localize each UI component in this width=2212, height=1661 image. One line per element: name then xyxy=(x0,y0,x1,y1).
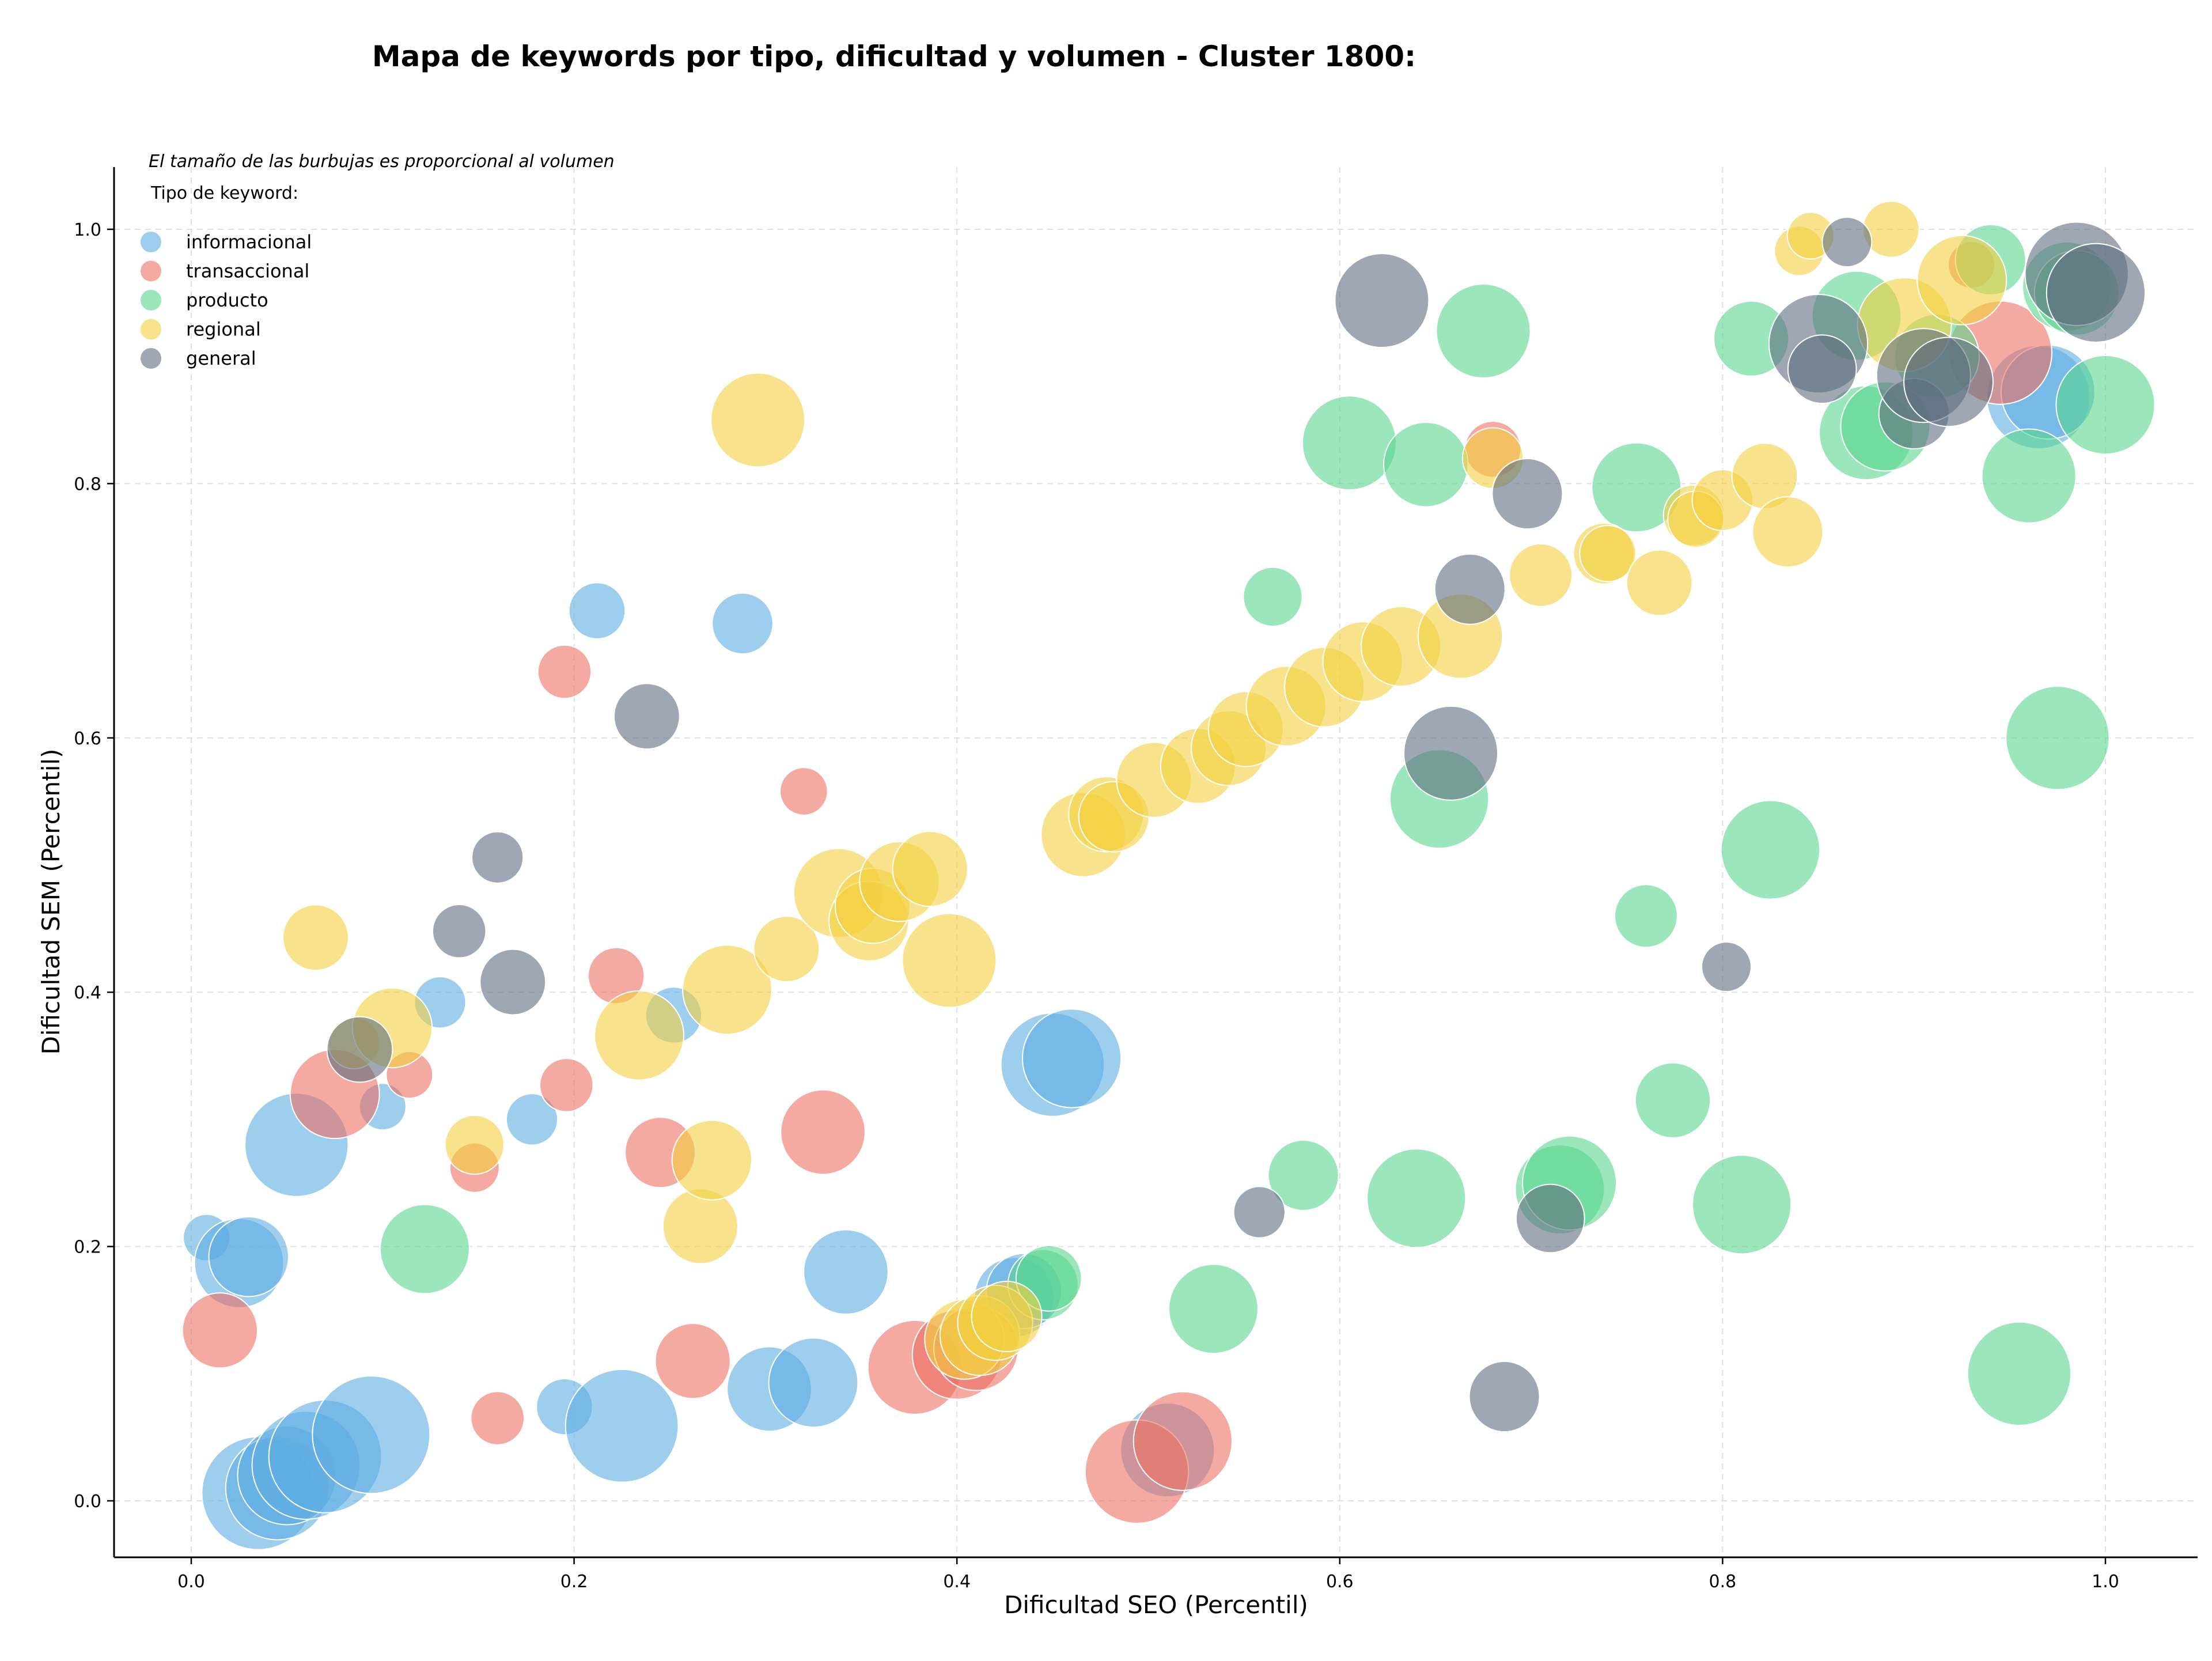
bubble-transaccional xyxy=(1132,1391,1233,1491)
bubble-general xyxy=(326,1016,393,1083)
legend-title: Tipo de keyword: xyxy=(150,183,298,203)
bubble-general xyxy=(613,683,680,750)
legend-marker-transaccional xyxy=(141,260,161,282)
bubble-producto xyxy=(2055,354,2156,455)
x-tick-label: 0.6 xyxy=(1326,1572,1354,1592)
bubble-general xyxy=(1821,217,1873,268)
bubble-regional xyxy=(1509,543,1573,607)
bubble-regional xyxy=(1916,234,2008,326)
bubble-regional xyxy=(1626,549,1693,616)
bubble-general xyxy=(1434,553,1506,625)
bubble-transaccional xyxy=(779,767,828,816)
bubble-producto xyxy=(1383,421,1469,508)
bubble-producto xyxy=(1634,1062,1711,1138)
x-axis-label: Dificultad SEO (Percentil) xyxy=(1004,1591,1308,1619)
bubble-general xyxy=(431,904,487,959)
bubble-informacional xyxy=(312,1375,431,1494)
bubble-transaccional xyxy=(539,1058,594,1113)
bubble-regional xyxy=(753,915,820,983)
bubble-regional xyxy=(710,372,806,468)
legend-label-general: general xyxy=(186,347,256,369)
x-tick-label: 0.2 xyxy=(560,1572,588,1592)
bubble-general xyxy=(479,948,547,1016)
legend-label-producto: producto xyxy=(186,289,268,311)
bubble-general xyxy=(1903,336,1994,427)
legend-label-informacional: informacional xyxy=(186,231,312,253)
bubble-producto xyxy=(1981,428,2077,524)
bubble-general xyxy=(1701,941,1752,993)
bubble-general xyxy=(471,831,524,884)
ticks: 0.0 0.0 0.2 0.2 0.4 0.4 0.6 0.6 0.8 0.8 1.0 1.0 xyxy=(74,220,2119,1592)
y-tick-label: 0.4 xyxy=(74,983,101,1003)
bubble-transaccional xyxy=(181,1292,258,1369)
bubble-informacional xyxy=(768,1337,859,1428)
bubble-general xyxy=(2046,243,2146,343)
bubble-producto xyxy=(1720,800,1821,900)
bubble-transaccional xyxy=(780,1089,866,1175)
legend-marker-informacional xyxy=(141,232,161,252)
bubble-informacional xyxy=(803,1229,889,1315)
y-tick-label: 0.0 xyxy=(74,1492,101,1512)
bubble-informacional xyxy=(565,1368,679,1483)
bubble-regional xyxy=(1752,496,1824,568)
bubble-producto xyxy=(1435,283,1531,379)
y-tick-label: 1.0 xyxy=(74,220,101,240)
bubble-informacional xyxy=(208,1216,289,1297)
bubble-regional xyxy=(282,904,349,971)
bubble-producto xyxy=(1692,1155,1792,1255)
legend-label-transaccional: transaccional xyxy=(186,260,309,282)
bubble-general xyxy=(1403,705,1499,801)
axes xyxy=(113,167,2198,1558)
x-tick-label: 0.8 xyxy=(1709,1572,1737,1592)
bubble-transaccional xyxy=(654,1323,731,1399)
bubble-producto xyxy=(1614,884,1678,948)
bubble-producto xyxy=(1366,1148,1467,1248)
bubble-producto xyxy=(380,1204,470,1295)
bubble-regional xyxy=(682,944,772,1035)
chart-title: Mapa de keywords por tipo, dificultad y … xyxy=(372,40,1416,73)
bubbles-layer xyxy=(181,200,2156,1550)
bubble-producto xyxy=(1301,395,1397,491)
bubble-general xyxy=(1787,334,1857,404)
bubble-producto xyxy=(1168,1263,1259,1354)
bubble-producto xyxy=(1243,566,1303,627)
bubble-informacional xyxy=(1021,1008,1122,1108)
bubble-transaccional xyxy=(537,644,592,699)
bubble-general xyxy=(1515,1183,1585,1254)
bubble-regional xyxy=(594,990,684,1081)
bubble-producto xyxy=(1267,1140,1339,1212)
bubble-producto xyxy=(1967,1321,2072,1427)
bubble-informacional xyxy=(568,582,626,640)
bubble-transaccional xyxy=(470,1391,525,1446)
bubble-regional xyxy=(902,913,997,1008)
legend-label-regional: regional xyxy=(186,319,261,340)
legend: informacional transaccional producto region… xyxy=(141,231,312,369)
bubble-size-note: El tamaño de las burbujas es proporciona… xyxy=(149,152,615,172)
bubble-regional xyxy=(444,1114,505,1175)
legend-marker-producto xyxy=(141,290,161,311)
x-tick-label: 0.0 xyxy=(177,1572,205,1592)
y-tick-label: 0.6 xyxy=(74,729,101,749)
bubble-regional xyxy=(971,1280,1043,1352)
y-axis-label: Dificultad SEM (Percentil) xyxy=(37,749,65,1055)
bubble-producto xyxy=(2005,686,2110,790)
legend-marker-regional xyxy=(141,319,161,340)
x-tick-label: 0.4 xyxy=(943,1572,971,1592)
y-tick-label: 0.8 xyxy=(74,474,101,494)
bubble-general xyxy=(1334,253,1430,349)
bubble-informacional xyxy=(505,1093,559,1146)
bubble-general xyxy=(1491,458,1563,530)
bubble-informacional xyxy=(711,592,774,654)
bubble-regional xyxy=(1579,525,1637,582)
y-tick-label: 0.2 xyxy=(74,1238,101,1258)
legend-marker-general xyxy=(141,348,161,369)
bubble-regional xyxy=(892,831,968,907)
bubble-general xyxy=(1233,1186,1286,1239)
x-tick-label: 1.0 xyxy=(2092,1572,2119,1592)
bubble-regional xyxy=(662,1188,739,1265)
bubble-regional xyxy=(671,1119,753,1201)
bubble-regional xyxy=(1862,200,1920,258)
bubble-general xyxy=(1468,1361,1540,1433)
